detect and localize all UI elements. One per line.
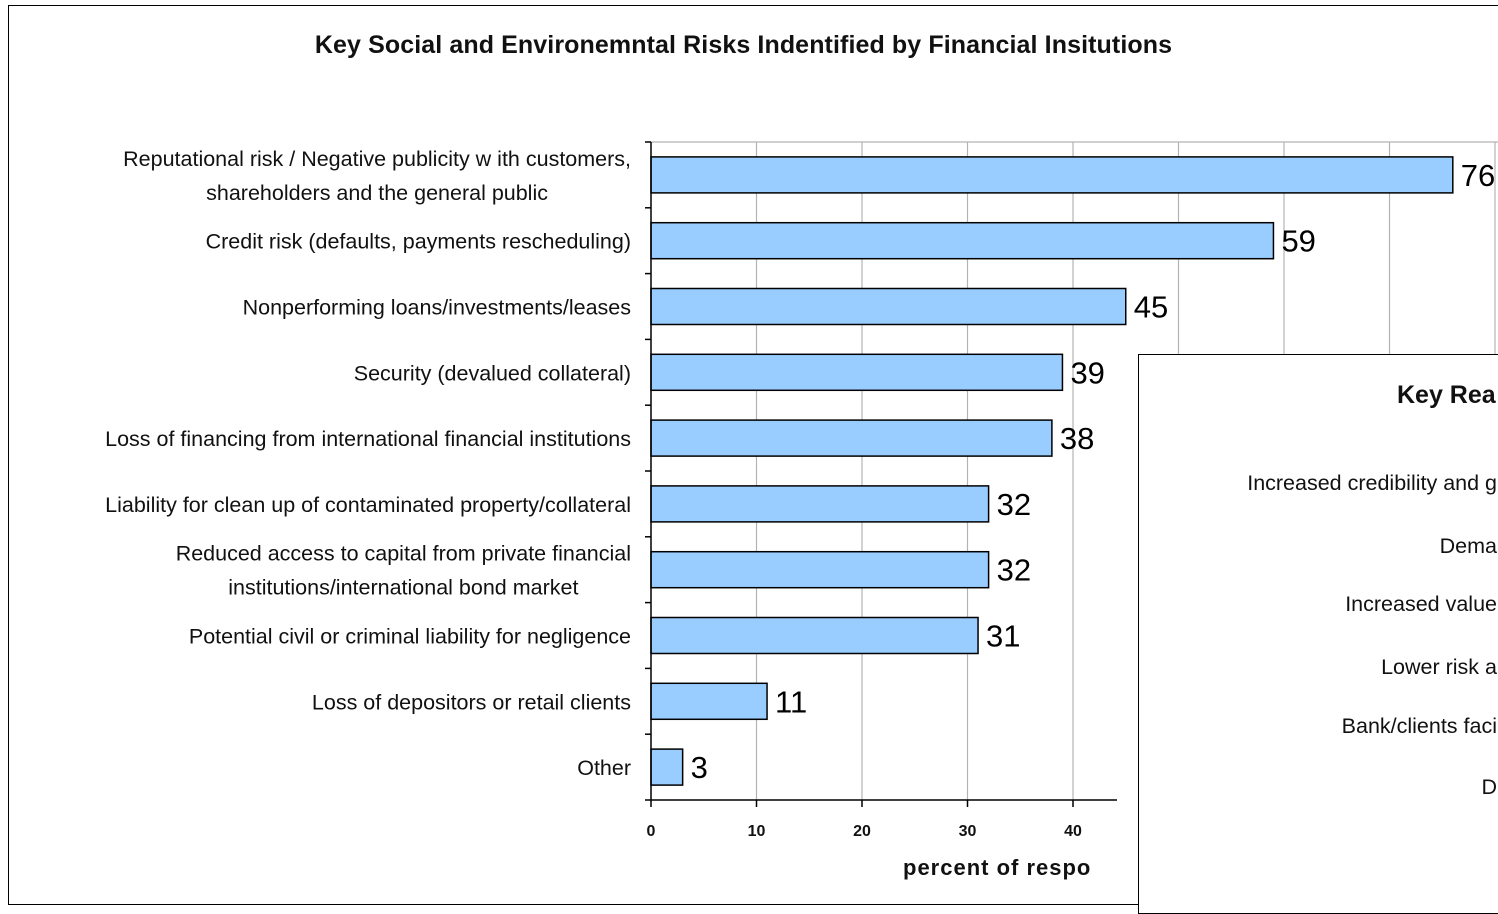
x-tick-label: 30 [959,823,977,840]
category-label: Credit risk (defaults, payments reschedu… [206,230,631,254]
x-tick-label: 0 [647,823,656,840]
x-tick-label: 20 [853,823,871,840]
bar [650,353,1064,392]
bar [650,550,990,589]
category-label: Reputational risk / Negative publicity w… [123,147,631,171]
data-label: 38 [1060,421,1094,456]
x-tick-label: 40 [1064,823,1082,840]
category-label: Loss of depositors or retail clients [312,690,631,714]
value-labels: 76 59 45 39 38 32 32 31 11 3 [691,158,1496,785]
x-axis-title: percent of respo [903,855,1091,880]
x-tick-label: 10 [748,823,766,840]
data-label: 11 [775,684,807,719]
category-label: Security (devalued collateral) [354,361,631,385]
inset-category-label: Lower risk a [1381,655,1497,679]
bar [650,485,990,523]
bar [650,748,684,786]
inset-category-label: Increased credibility and g [1247,471,1497,495]
data-label: 59 [1281,224,1315,259]
category-label: Liability for clean up of contaminated p… [105,493,631,517]
data-label: 39 [1070,355,1104,390]
data-label: 76 [1461,158,1495,193]
bar [650,156,1454,194]
data-label: 31 [986,619,1020,654]
bar [650,682,768,721]
axes: 0 10 20 30 40 [645,141,1117,840]
inset-category-label: Dema [1439,534,1497,558]
data-label: 32 [997,487,1031,522]
inset-category-label: Increased value [1345,592,1497,616]
bar [650,287,1127,326]
bar [650,419,1053,457]
category-label: shareholders and the general public [206,181,548,205]
inset-chart-title: Key Rea [1397,381,1496,409]
main-bar-chart: 0 10 20 30 40 Reputational risk / Negative p… [105,141,1498,880]
chart-title: Key Social and Environemntal Risks Inden… [314,31,1173,59]
inset-chart-panel: Key Rea Increased credibility and g Dema I… [1138,354,1498,914]
category-labels: Reputational risk / Negative publicity w… [105,147,631,780]
bar [650,221,1275,260]
category-label: Loss of financing from international fin… [105,427,631,451]
data-label: 32 [997,553,1031,588]
inset-category-label: Bank/clients faci [1341,714,1497,738]
data-label: 45 [1134,290,1168,325]
inset-category-label: D [1481,775,1497,799]
bar [650,616,979,655]
category-label: Reduced access to capital from private f… [176,542,631,566]
category-label: Nonperforming loans/investments/leases [243,296,631,320]
bars [650,156,1454,786]
category-label: Potential civil or criminal liability fo… [189,625,631,649]
category-label: Other [577,756,631,780]
data-label: 3 [691,750,708,785]
category-label: institutions/international bond market [228,576,578,600]
